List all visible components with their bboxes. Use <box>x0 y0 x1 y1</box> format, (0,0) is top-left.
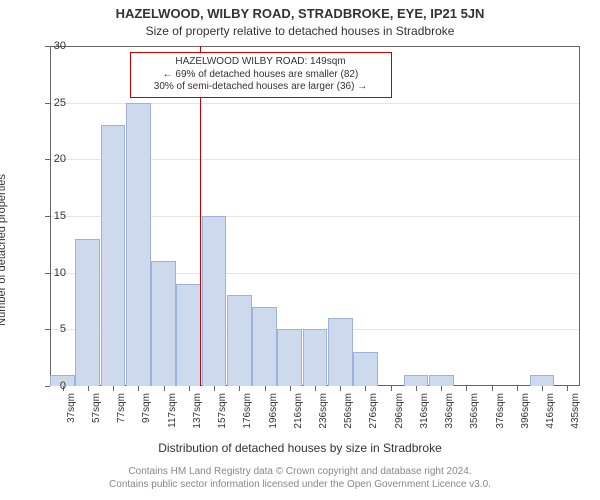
footer-line2: Contains public sector information licen… <box>0 479 600 492</box>
histogram-bar <box>176 284 201 386</box>
x-tickmark <box>239 386 240 391</box>
x-tickmark <box>365 386 366 391</box>
x-tick-label: 97sqm <box>141 393 152 443</box>
histogram-bar <box>404 375 429 386</box>
histogram-bar <box>429 375 454 386</box>
histogram-bar <box>303 329 328 386</box>
histogram-bar <box>277 329 302 386</box>
x-tickmark <box>88 386 89 391</box>
x-tick-label: 216sqm <box>293 393 304 443</box>
x-tick-label: 316sqm <box>419 393 430 443</box>
x-tick-label: 276sqm <box>368 393 379 443</box>
x-tick-label: 196sqm <box>268 393 279 443</box>
y-tick-label: 0 <box>36 380 66 392</box>
x-tickmark <box>113 386 114 391</box>
x-tick-label: 356sqm <box>469 393 480 443</box>
x-tickmark <box>315 386 316 391</box>
x-tick-label: 236sqm <box>318 393 329 443</box>
x-tick-label: 77sqm <box>116 393 127 443</box>
x-tick-label: 435sqm <box>570 393 581 443</box>
y-tick-label: 5 <box>36 323 66 335</box>
x-tickmark <box>416 386 417 391</box>
chart-title: HAZELWOOD, WILBY ROAD, STRADBROKE, EYE, … <box>0 6 600 21</box>
annotation-line: HAZELWOOD WILBY ROAD: 149sqm <box>136 56 386 69</box>
y-axis-label: Number of detached properties <box>0 100 8 400</box>
histogram-bar <box>202 216 227 386</box>
x-tick-label: 396sqm <box>520 393 531 443</box>
histogram-bar <box>126 103 151 386</box>
histogram-bar <box>252 307 277 386</box>
x-tickmark <box>517 386 518 391</box>
histogram-bar <box>101 125 126 386</box>
x-tickmark <box>164 386 165 391</box>
x-tick-label: 157sqm <box>217 393 228 443</box>
x-tickmark <box>441 386 442 391</box>
histogram-bar <box>353 352 378 386</box>
x-axis-label: Distribution of detached houses by size … <box>0 441 600 455</box>
y-tick-label: 25 <box>36 97 66 109</box>
x-tickmark <box>542 386 543 391</box>
x-tickmark <box>189 386 190 391</box>
x-tick-label: 256sqm <box>343 393 354 443</box>
x-tickmark <box>466 386 467 391</box>
y-tick-label: 10 <box>36 267 66 279</box>
x-tickmark <box>138 386 139 391</box>
x-tickmark <box>214 386 215 391</box>
x-tickmark <box>290 386 291 391</box>
plot-area: HAZELWOOD WILBY ROAD: 149sqm← 69% of det… <box>50 46 580 386</box>
footer-line1: Contains HM Land Registry data © Crown c… <box>0 466 600 479</box>
x-tickmark <box>340 386 341 391</box>
x-tick-label: 336sqm <box>444 393 455 443</box>
x-tickmark <box>492 386 493 391</box>
x-tick-label: 176sqm <box>242 393 253 443</box>
annotation-line: ← 69% of detached houses are smaller (82… <box>136 69 386 82</box>
annotation-box: HAZELWOOD WILBY ROAD: 149sqm← 69% of det… <box>130 52 392 98</box>
annotation-line: 30% of semi-detached houses are larger (… <box>136 81 386 94</box>
x-tick-label: 57sqm <box>91 393 102 443</box>
y-tick-label: 15 <box>36 210 66 222</box>
chart-subtitle: Size of property relative to detached ho… <box>0 24 600 38</box>
y-tick-label: 20 <box>36 153 66 165</box>
x-tick-label: 416sqm <box>545 393 556 443</box>
y-tick-label: 30 <box>36 40 66 52</box>
histogram-bar <box>75 239 100 386</box>
histogram-bar <box>227 295 252 386</box>
x-tick-label: 296sqm <box>394 393 405 443</box>
chart-container: { "chart": { "type": "histogram", "title… <box>0 0 600 500</box>
x-tick-label: 117sqm <box>167 393 178 443</box>
histogram-bar <box>151 261 176 386</box>
x-tick-label: 37sqm <box>66 393 77 443</box>
histogram-bar <box>328 318 353 386</box>
x-tick-label: 376sqm <box>495 393 506 443</box>
x-tick-label: 137sqm <box>192 393 203 443</box>
x-tickmark <box>391 386 392 391</box>
x-tickmark <box>265 386 266 391</box>
chart-footer: Contains HM Land Registry data © Crown c… <box>0 466 600 491</box>
x-tickmark <box>567 386 568 391</box>
histogram-bar <box>530 375 555 386</box>
